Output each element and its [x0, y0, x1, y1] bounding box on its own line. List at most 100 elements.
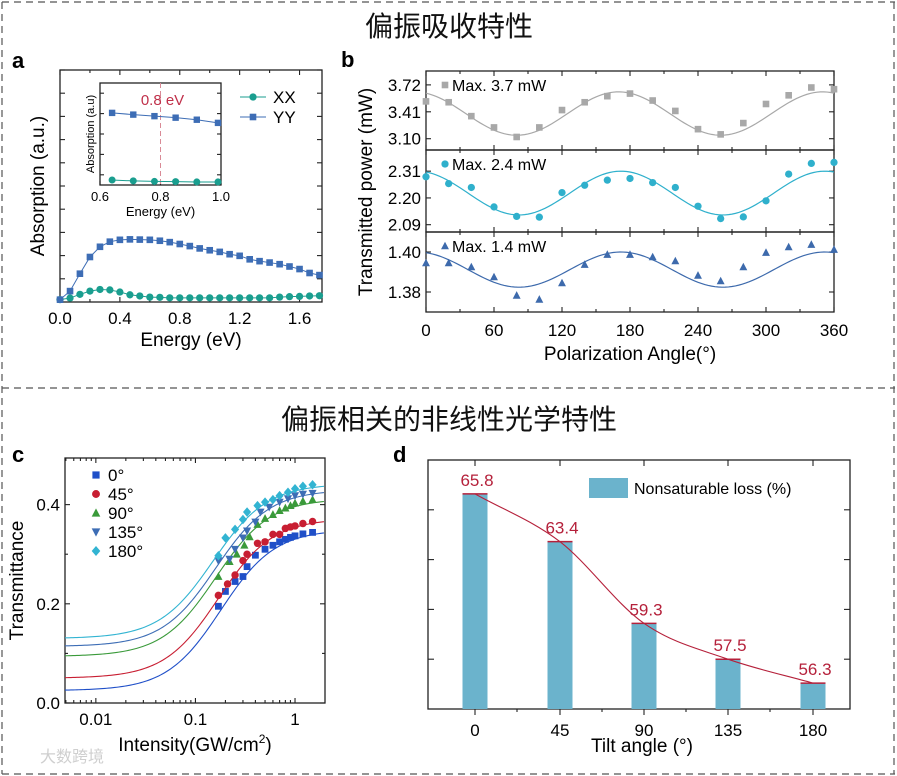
panel-letter-a: a [12, 48, 25, 73]
data-point [580, 260, 589, 268]
data-point [275, 498, 284, 507]
data-point [221, 533, 230, 543]
data-point [136, 292, 144, 300]
data-point [308, 489, 317, 498]
data-point [490, 124, 498, 131]
section-title-absorption: 偏振吸收特性 [365, 10, 533, 43]
series-1 [64, 517, 324, 679]
data-point [444, 258, 453, 267]
data-point [239, 556, 247, 565]
data-point [242, 527, 252, 536]
data-point [268, 494, 278, 505]
panel-letter-c: c [12, 442, 24, 467]
data-point [86, 253, 94, 261]
chart-absorption: 0.0 0.4 0.8 1.2 1.6 Energy (eV) Absorption (a.… [28, 69, 324, 351]
data-point [299, 530, 307, 538]
data-point [240, 540, 249, 549]
data-point [648, 252, 657, 261]
data-point [305, 292, 314, 300]
data-point [186, 242, 194, 250]
inset-data-point [214, 178, 222, 186]
legend-label: 0° [108, 466, 124, 485]
bar [462, 493, 488, 709]
data-point [76, 270, 84, 277]
bar-group-90: 59.3 90 [629, 600, 662, 740]
x-tick-label: 1.6 [288, 309, 312, 328]
legend-marker [441, 241, 449, 250]
data-point [236, 252, 243, 260]
data-point [216, 248, 224, 256]
data-point [246, 294, 254, 302]
legend-marker [92, 471, 100, 479]
fit-curve [64, 492, 324, 647]
data-point [96, 285, 104, 294]
legend-item-xx: XX [240, 88, 296, 107]
data-point [739, 213, 747, 221]
data-point [260, 497, 270, 507]
data-point [762, 100, 770, 108]
legend-item: Nonsaturable loss (%) [589, 478, 791, 498]
data-point [694, 271, 702, 279]
data-point [260, 514, 270, 522]
y-tick-label: 1.40 [388, 243, 421, 262]
data-point [238, 514, 248, 525]
x-axis-title: Polarization Angle(°) [544, 344, 716, 365]
x-tick-label: 180 [616, 321, 644, 340]
series-4 [64, 480, 324, 639]
data-point [287, 533, 294, 541]
data-point [96, 243, 104, 251]
legend-label: YY [273, 108, 296, 127]
data-point [239, 573, 247, 580]
watermark: 大数跨境 [40, 747, 104, 766]
data-point [66, 287, 74, 295]
inset-data-point [108, 176, 116, 184]
data-point [285, 293, 294, 301]
legend-label: 180° [108, 542, 143, 561]
legend-swatch [589, 478, 628, 498]
data-point [156, 293, 164, 301]
subplot-1: 3.72 3.41 3.10 Max. 3.7 mW [388, 70, 838, 151]
data-label: 56.3 [798, 660, 831, 679]
data-point [286, 263, 293, 270]
x-tick-label: 135 [714, 721, 742, 740]
data-point [422, 173, 430, 181]
data-point [513, 212, 521, 221]
data-point [269, 541, 277, 549]
data-point [290, 498, 300, 507]
data-point [299, 519, 307, 528]
data-label: 63.4 [545, 519, 578, 538]
data-point [156, 237, 164, 245]
data-point [196, 245, 203, 252]
data-point [762, 197, 770, 205]
y-tick-label: 3.72 [388, 76, 421, 95]
inset-x-tick-label: 1.0 [212, 189, 230, 204]
legend-marker [441, 81, 449, 89]
data-point [291, 532, 299, 540]
data-point [206, 294, 214, 302]
data-point [226, 250, 233, 258]
data-point [283, 495, 293, 504]
data-point [76, 290, 84, 298]
x-tick-label: 0.01 [79, 710, 112, 729]
data-point [230, 545, 240, 554]
x-tick-label: 0.0 [48, 309, 72, 328]
data-point [275, 506, 284, 514]
legend-item: Max. 3.7 mW [441, 78, 547, 95]
inset-y-axis-title: Absorption (a.u) [85, 95, 97, 173]
legend-marker [92, 490, 100, 498]
inset-annotation: 0.8 eV [141, 92, 184, 109]
data-point [445, 98, 452, 106]
data-label: 59.3 [629, 600, 662, 619]
data-point [206, 246, 214, 254]
legend-marker [249, 93, 257, 101]
chart-polarization: 3.72 3.41 3.10 Max. 3.7 mW 2.31 2.20 2.09 Max. … [356, 70, 848, 365]
x-tick-label: 300 [752, 321, 780, 340]
data-point [535, 295, 544, 303]
legend-label: Max. 2.4 mW [452, 157, 547, 174]
data-point [807, 159, 815, 168]
data-point [604, 92, 611, 100]
data-point [251, 518, 260, 527]
data-point [214, 557, 223, 566]
data-point [830, 245, 838, 253]
data-point [740, 119, 747, 127]
